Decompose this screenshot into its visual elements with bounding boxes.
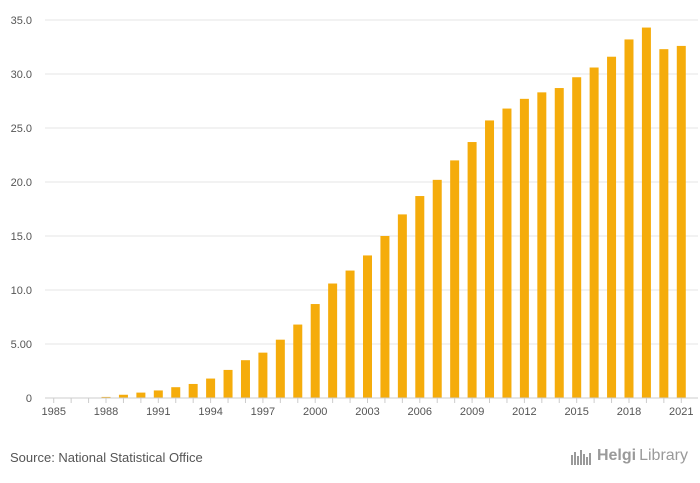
bar-1990[interactable] (136, 392, 146, 398)
bar-1992[interactable] (171, 387, 181, 398)
bar-1996[interactable] (240, 360, 250, 398)
bar-2020[interactable] (659, 49, 669, 398)
y-tick-label: 5.00 (11, 339, 32, 351)
bar-1995[interactable] (223, 369, 233, 398)
bar-2006[interactable] (415, 196, 425, 398)
x-tick-label: 2009 (460, 406, 484, 418)
y-tick-label: 15.0 (11, 231, 32, 243)
bar-2011[interactable] (502, 108, 512, 398)
x-tick-label: 1997 (251, 406, 275, 418)
bar-2016[interactable] (589, 67, 599, 399)
bar-2012[interactable] (519, 98, 529, 398)
bar-1989[interactable] (118, 394, 128, 398)
source-note: Source: National Statistical Office (10, 450, 203, 465)
bar-2000[interactable] (310, 304, 320, 398)
bar-2008[interactable] (450, 160, 460, 398)
x-tick-label: 2000 (303, 406, 327, 418)
helgilibrary-logo[interactable]: Helgi Library (570, 447, 688, 465)
bar-2004[interactable] (380, 236, 390, 398)
bar-2005[interactable] (397, 214, 407, 398)
bar-1997[interactable] (258, 352, 268, 398)
bar-2018[interactable] (624, 39, 634, 398)
y-tick-label: 10.0 (11, 285, 32, 297)
x-tick-label: 2015 (564, 406, 588, 418)
bar-2002[interactable] (345, 270, 355, 398)
bars (101, 27, 686, 399)
y-tick-label: 35.0 (11, 15, 32, 27)
x-tick-label: 2012 (512, 406, 536, 418)
x-axis: 1985 1988 1991 1994 1997 2000 2003 2006 2009 2012… (41, 397, 698, 418)
bar-2017[interactable] (607, 56, 617, 398)
x-tick-label: 2003 (355, 406, 379, 418)
x-tick-label: 1988 (94, 406, 118, 418)
bar-1998[interactable] (275, 339, 285, 398)
x-tick-label: 1985 (41, 406, 65, 418)
x-tick-label: 2018 (617, 406, 641, 418)
city-skyline-icon (570, 450, 591, 465)
logo-word-helgi: Helgi (596, 447, 637, 464)
bar-1991[interactable] (153, 390, 163, 398)
bar-2007[interactable] (432, 179, 442, 398)
x-tick-label: 2021 (669, 406, 693, 418)
bar-2009[interactable] (467, 142, 477, 398)
x-tick-label: 1994 (198, 406, 222, 418)
y-tick-label: 30.0 (11, 69, 32, 81)
bar-2021[interactable] (676, 45, 686, 399)
y-tick-label: 25.0 (11, 123, 32, 135)
x-tick-label: 2006 (408, 406, 432, 418)
x-tick-label: 1991 (146, 406, 170, 418)
bar-2014[interactable] (554, 88, 564, 398)
bar-2013[interactable] (537, 92, 547, 399)
bar-2003[interactable] (363, 255, 372, 398)
bar-1999[interactable] (293, 324, 303, 398)
gridlines (45, 19, 698, 345)
bar-2001[interactable] (328, 283, 338, 398)
y-tick-label: 0 (26, 393, 32, 405)
bar-2015[interactable] (572, 77, 582, 399)
logo-word-library: Library (639, 447, 688, 464)
y-tick-label: 20.0 (11, 177, 32, 189)
bar-1994[interactable] (206, 378, 216, 398)
bar-2010[interactable] (485, 120, 495, 398)
y-axis-ticks: 0 5.00 10.0 15.0 20.0 25.0 30.0 35.0 (11, 15, 32, 405)
bar-2019[interactable] (641, 27, 651, 399)
bar-1988[interactable] (101, 396, 111, 398)
bar-1993[interactable] (188, 383, 198, 398)
